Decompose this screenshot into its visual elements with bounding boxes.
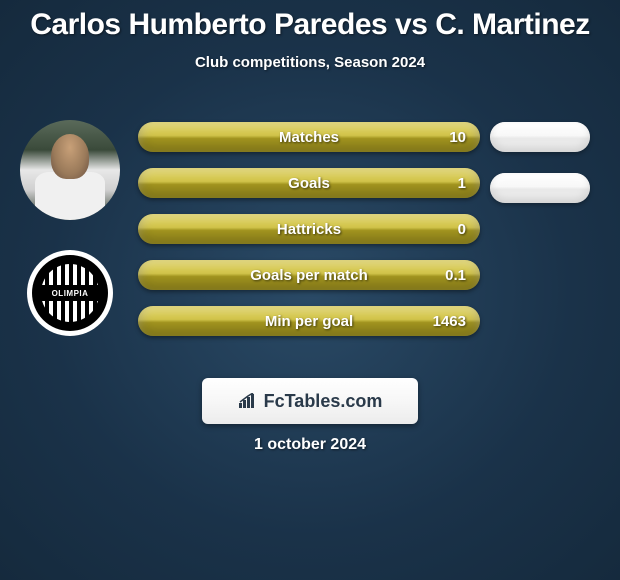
comparison-card: Carlos Humberto Paredes vs C. Martinez C… <box>0 0 620 580</box>
stat-value: 10 <box>449 129 466 146</box>
player-photo-placeholder <box>20 120 120 220</box>
stat-label: Matches <box>279 129 339 146</box>
stat-value: 0.1 <box>445 267 466 284</box>
brand-box: FcTables.com <box>202 378 418 424</box>
club-logo: OLIMPIA <box>27 250 113 336</box>
stat-bar: Matches 10 <box>138 122 480 152</box>
stat-label: Hattricks <box>277 221 341 238</box>
date-text: 1 october 2024 <box>0 436 620 454</box>
stat-bar: Min per goal 1463 <box>138 306 480 336</box>
opponent-stat-pill <box>490 173 590 203</box>
club-name: OLIMPIA <box>38 285 102 301</box>
stat-bar: Goals per match 0.1 <box>138 260 480 290</box>
stat-bars: Matches 10 Goals 1 Hattricks 0 Goals per match… <box>138 122 480 352</box>
player-photo <box>20 120 120 220</box>
stat-label: Goals <box>288 175 330 192</box>
stat-label: Min per goal <box>265 313 353 330</box>
page-title: Carlos Humberto Paredes vs C. Martinez <box>0 0 620 42</box>
chart-icon <box>238 393 258 409</box>
player-column: OLIMPIA <box>10 120 130 336</box>
stat-label: Goals per match <box>250 267 368 284</box>
brand-text: FcTables.com <box>264 391 383 412</box>
stat-value: 1 <box>458 175 466 192</box>
stat-value: 1463 <box>433 313 466 330</box>
opponent-column <box>490 122 600 224</box>
subtitle: Club competitions, Season 2024 <box>0 54 620 71</box>
stat-value: 0 <box>458 221 466 238</box>
stat-bar: Hattricks 0 <box>138 214 480 244</box>
opponent-stat-pill <box>490 122 590 152</box>
stat-bar: Goals 1 <box>138 168 480 198</box>
